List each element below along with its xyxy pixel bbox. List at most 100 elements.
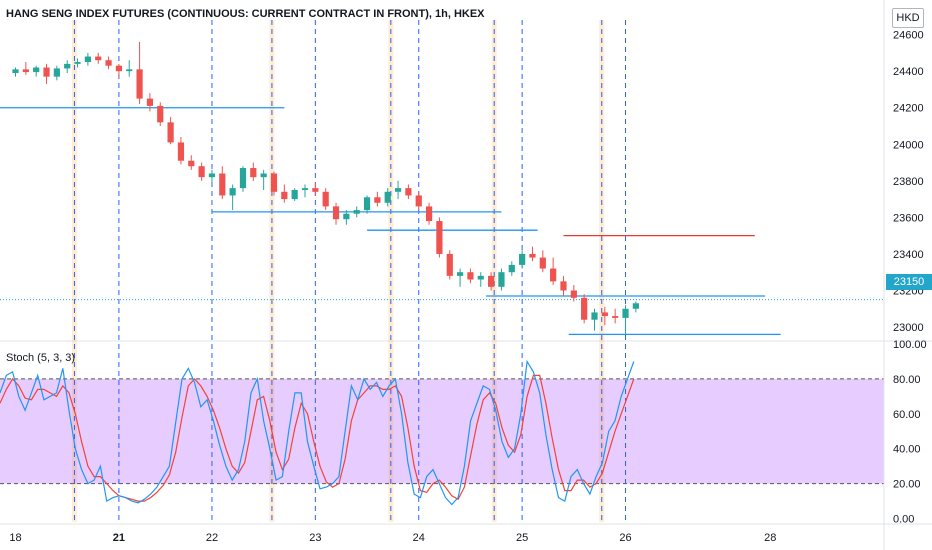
candle [581, 294, 588, 324]
candle [12, 67, 19, 77]
candle-body [64, 63, 71, 69]
candle-body [229, 188, 236, 196]
candle [43, 63, 50, 84]
candle-body [363, 197, 371, 211]
time-tick-label: 23 [309, 532, 321, 544]
candle [281, 184, 288, 203]
candle [322, 188, 329, 211]
candle [601, 306, 608, 326]
candle [508, 261, 515, 276]
candle [477, 272, 484, 287]
candle-body [53, 68, 60, 77]
candle-body [477, 275, 484, 280]
candles-layer [12, 41, 639, 335]
candle-body [115, 65, 123, 72]
time-tick-label: 26 [619, 532, 631, 544]
candle-body [105, 60, 112, 66]
candle-body [208, 173, 216, 178]
candle [301, 184, 309, 198]
time-tick-label: 21 [113, 532, 125, 544]
candle [363, 195, 371, 214]
candle [550, 257, 557, 285]
candle [64, 60, 71, 73]
candle [374, 191, 381, 207]
candle-body [374, 197, 381, 203]
candle-body [291, 189, 298, 200]
candle-body [560, 281, 567, 291]
candle-body [446, 253, 453, 276]
time-separators-layer [71, 20, 627, 522]
time-tick-label: 25 [516, 532, 528, 544]
candle-body [260, 173, 267, 178]
candle [405, 184, 412, 200]
candle-body [570, 290, 577, 298]
time-tick-label: 18 [9, 532, 21, 544]
candle-body [126, 69, 133, 72]
candle [570, 285, 577, 302]
candle-body [270, 173, 278, 192]
candle-body [632, 303, 639, 309]
candle-body [250, 168, 257, 178]
price-tick-label: 24600 [893, 30, 924, 42]
candle [415, 191, 422, 211]
candle-body [488, 275, 495, 287]
candle [115, 63, 123, 77]
event-marker [388, 20, 394, 522]
candle [353, 206, 360, 218]
candle-body [281, 191, 288, 200]
price-tick-label: 24400 [893, 66, 924, 78]
stoch-tick-label: 60.00 [893, 409, 921, 421]
candle-body [301, 188, 309, 190]
candle-body [239, 168, 247, 189]
candle [560, 275, 567, 296]
candle [84, 52, 91, 66]
candle-body [581, 297, 588, 320]
candle [519, 250, 526, 269]
candle [343, 210, 350, 225]
price-tick-label: 24000 [893, 139, 924, 151]
candle [394, 180, 402, 200]
candle [177, 136, 185, 165]
candle [529, 246, 536, 262]
candle-body [425, 206, 433, 222]
candle [95, 52, 102, 64]
candle [239, 166, 247, 192]
stoch-tick-label: 40.00 [893, 444, 921, 456]
event-marker [269, 20, 275, 522]
stochastic-title: Stoch (5, 3, 3) [6, 352, 76, 364]
candle-body [12, 69, 19, 73]
candle [291, 188, 298, 201]
candle-body [550, 268, 557, 282]
candle-body [498, 272, 505, 287]
candle [229, 184, 236, 211]
time-tick-label: 28 [764, 532, 776, 544]
candle [467, 268, 474, 284]
stoch-tick-label: 20.00 [893, 479, 921, 491]
candle [33, 65, 40, 77]
candle [157, 102, 164, 126]
candle-body [384, 191, 391, 203]
candle-body [177, 142, 185, 161]
price-tick-label: 23400 [893, 249, 924, 261]
candle-body [136, 69, 143, 99]
candle [446, 250, 453, 280]
event-marker [599, 20, 605, 522]
stoch-band [0, 378, 884, 484]
currency-button[interactable]: HKD [892, 8, 924, 28]
candle-body [22, 69, 29, 73]
candle-body [467, 272, 474, 280]
candle [53, 65, 60, 81]
candle [219, 166, 226, 200]
candle-body [157, 105, 164, 123]
candle-body [312, 188, 319, 192]
candle-body [456, 272, 464, 276]
candle [384, 188, 391, 207]
candle-body [322, 191, 329, 207]
stoch-tick-label: 0.00 [893, 514, 914, 526]
candle-body [74, 62, 81, 64]
candle [126, 60, 133, 77]
last-price-badge: 23150 [886, 274, 932, 290]
candle-body [405, 188, 412, 196]
